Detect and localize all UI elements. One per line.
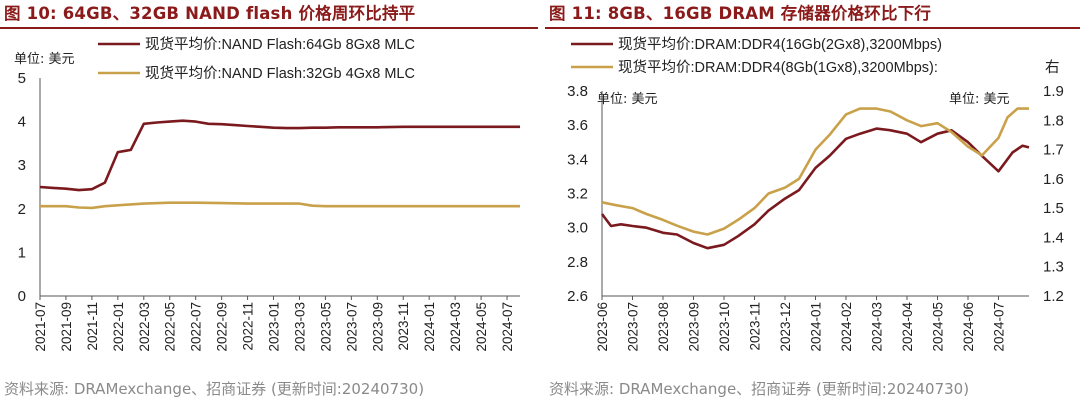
x-tick-label: 2023-01 xyxy=(267,302,282,352)
source-note: 资料来源: DRAMexchange、招商证券 (更新时间:20240730) xyxy=(549,380,970,398)
x-tick-label: 2022-07 xyxy=(189,302,204,352)
legend-axis-note: 右 xyxy=(1045,59,1060,76)
x-tick-label: 2023-07 xyxy=(626,302,641,352)
x-tick-label: 2023-07 xyxy=(344,302,359,352)
y2-tick-label: 1.8 xyxy=(1043,112,1064,129)
legend-label: 现货平均价:DRAM:DDR4(8Gb(1Gx8),3200Mbps): xyxy=(618,59,938,76)
y2-tick-label: 1.6 xyxy=(1043,171,1064,188)
y-tick-label: 5 xyxy=(18,70,26,87)
x-tick-label: 2023-06 xyxy=(595,302,610,352)
panel-nand-flash: 图 10: 64GB、32GB NAND flash 价格周环比持平 单位: 美… xyxy=(0,0,538,400)
x-tick-label: 2024-05 xyxy=(474,302,489,352)
y-tick-label: 2 xyxy=(18,201,26,218)
y-tick-label: 3.2 xyxy=(567,186,588,203)
x-tick-label: 2022-11 xyxy=(241,302,256,351)
x-tick-label: 2024-01 xyxy=(422,302,437,352)
x-tick-label: 2022-01 xyxy=(111,302,126,352)
x-tick-label: 2022-03 xyxy=(137,302,152,352)
x-tick-label: 2023-08 xyxy=(656,302,671,352)
x-tick-label: 2021-07 xyxy=(33,302,48,352)
y-axis-unit-label-left: 单位: 美元 xyxy=(597,92,658,107)
y2-tick-label: 1.2 xyxy=(1043,288,1064,305)
y2-tick-label: 1.3 xyxy=(1043,259,1064,276)
x-tick-label: 2023-09 xyxy=(687,302,702,352)
title-rule xyxy=(0,27,538,29)
x-tick-label: 2023-05 xyxy=(318,302,333,352)
x-tick-label: 2024-07 xyxy=(992,302,1007,352)
y2-tick-label: 1.9 xyxy=(1043,83,1064,100)
y-tick-label: 3.8 xyxy=(567,83,588,100)
x-tick-label: 2023-12 xyxy=(778,302,793,352)
y2-tick-label: 1.4 xyxy=(1043,229,1064,246)
series-line-1 xyxy=(39,119,520,192)
y-tick-label: 3.4 xyxy=(567,151,588,168)
x-tick-label: 2024-07 xyxy=(500,302,515,352)
x-tick-label: 2023-10 xyxy=(717,302,732,352)
series-line-2 xyxy=(40,201,520,210)
x-tick-label: 2023-11 xyxy=(748,302,763,351)
y2-tick-label: 1.5 xyxy=(1043,200,1064,217)
x-tick-label: 2024-01 xyxy=(809,302,824,352)
x-tick-label: 2024-06 xyxy=(961,302,976,352)
y-axis-unit-label: 单位: 美元 xyxy=(14,52,75,67)
x-tick-label: 2023-03 xyxy=(292,302,307,352)
x-tick-label: 2024-02 xyxy=(839,302,854,352)
y-tick-label: 2.8 xyxy=(567,254,588,271)
x-tick-label: 2022-09 xyxy=(215,302,230,352)
x-tick-label: 2022-05 xyxy=(163,302,178,352)
chart-title-nand: 图 10: 64GB、32GB NAND flash 价格周环比持平 xyxy=(4,4,416,23)
title-rule xyxy=(545,27,1080,29)
panel-dram: 图 11: 8GB、16GB DRAM 存储器价格环比下行 单位: 美元 单位:… xyxy=(545,0,1080,400)
series-line-1 xyxy=(600,127,1030,250)
y2-tick-label: 1.7 xyxy=(1043,142,1064,159)
x-tick-label: 2024-03 xyxy=(870,302,885,352)
x-tick-label: 2023-11 xyxy=(396,302,411,351)
y-tick-label: 4 xyxy=(18,114,26,131)
y-tick-label: 3 xyxy=(18,157,26,174)
y-axis-unit-label-right: 单位: 美元 xyxy=(949,92,1010,107)
chart-title-dram: 图 11: 8GB、16GB DRAM 存储器价格环比下行 xyxy=(549,4,932,23)
legend-label: 现货平均价:DRAM:DDR4(16Gb(2Gx8),3200Mbps) xyxy=(618,36,942,53)
chart-nand-flash: 0 1 2 3 4 5 2021-07 2021-09 2021-11 2022-01 2022-0… xyxy=(18,36,520,352)
x-tick-label: 2021-11 xyxy=(85,302,100,351)
source-note: 资料来源: DRAMexchange、招商证券 (更新时间:20240730) xyxy=(4,380,425,398)
y-tick-label: 3.6 xyxy=(567,117,588,134)
chart-dram: 2.6 2.8 3.0 3.2 3.4 3.6 3.8 1.2 1.3 1.4 1.5 1.6 1.7 1… xyxy=(567,36,1064,352)
y-tick-label: 1 xyxy=(18,244,26,261)
y-tick-label: 3.0 xyxy=(567,220,588,237)
x-tick-label: 2024-04 xyxy=(900,302,915,352)
series-line-2 xyxy=(601,107,1029,236)
legend-label: 现货平均价:NAND Flash:64Gb 8Gx8 MLC xyxy=(145,36,415,53)
legend-label: 现货平均价:NAND Flash:32Gb 4Gx8 MLC xyxy=(145,65,415,82)
x-tick-label: 2024-03 xyxy=(448,302,463,352)
x-tick-label: 2023-09 xyxy=(370,302,385,352)
y-tick-label: 0 xyxy=(18,288,26,305)
y-tick-label: 2.6 xyxy=(567,288,588,305)
x-tick-label: 2024-05 xyxy=(931,302,946,352)
x-tick-label: 2021-09 xyxy=(59,302,74,352)
